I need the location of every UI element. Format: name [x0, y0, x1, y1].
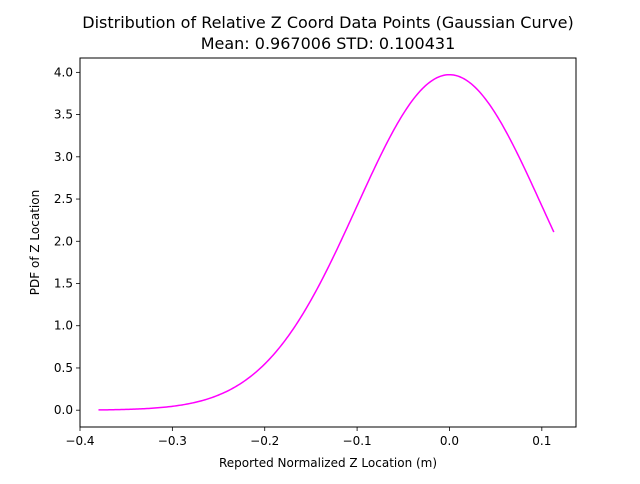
y-tick-label: 4.0 — [54, 65, 73, 79]
y-axis: 0.0 0.5 1.0 1.5 2.0 2.5 3.0 3.5 4.0 — [54, 65, 80, 417]
y-tick-label: 0.0 — [54, 403, 73, 417]
plot-area — [80, 58, 576, 427]
x-axis-label: Reported Normalized Z Location (m) — [219, 456, 437, 470]
chart-subtitle: Mean: 0.967006 STD: 0.100431 — [201, 34, 456, 53]
y-tick-label: 3.5 — [54, 108, 73, 122]
chart-title: Distribution of Relative Z Coord Data Po… — [82, 13, 574, 32]
series-line — [98, 73, 555, 411]
series-layer — [98, 73, 555, 411]
y-axis-label: PDF of Z Location — [28, 190, 42, 295]
x-tick-label: 0.0 — [440, 434, 459, 448]
y-tick-label: 1.5 — [54, 277, 73, 291]
y-tick-label: 3.0 — [54, 150, 73, 164]
x-tick-label: −0.4 — [65, 434, 94, 448]
plot-frame — [79, 57, 577, 428]
x-tick-label: −0.3 — [158, 434, 187, 448]
y-tick-label: 1.0 — [54, 319, 73, 333]
x-axis: −0.4 −0.3 −0.2 −0.1 0.0 0.1 — [65, 427, 551, 448]
x-tick-label: −0.2 — [250, 434, 279, 448]
y-tick-label: 2.0 — [54, 234, 73, 248]
y-tick-label: 2.5 — [54, 192, 73, 206]
y-tick-label: 0.5 — [54, 361, 73, 375]
x-tick-label: −0.1 — [343, 434, 372, 448]
x-tick-label: 0.1 — [532, 434, 551, 448]
